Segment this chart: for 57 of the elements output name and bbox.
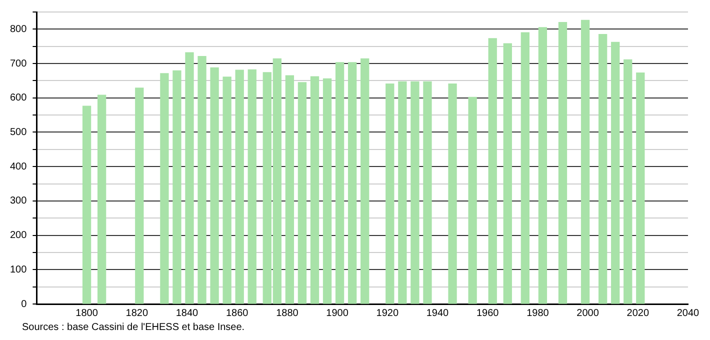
bar bbox=[580, 20, 590, 304]
bar bbox=[410, 81, 420, 304]
bar bbox=[598, 34, 608, 304]
bar bbox=[235, 70, 244, 304]
bar bbox=[322, 78, 332, 304]
y-tick-label: 600 bbox=[10, 92, 28, 104]
x-tick-label: 1840 bbox=[176, 308, 199, 319]
bar bbox=[360, 58, 370, 304]
bar bbox=[624, 59, 632, 304]
bar bbox=[468, 96, 477, 304]
bar bbox=[448, 83, 457, 304]
bar bbox=[198, 56, 206, 304]
y-tick-label: 300 bbox=[10, 196, 28, 207]
x-tick-label: 2020 bbox=[626, 308, 650, 319]
bar bbox=[348, 62, 357, 304]
bar bbox=[135, 88, 144, 304]
y-tick-label: 0 bbox=[21, 298, 28, 310]
bar bbox=[520, 32, 530, 304]
y-tick-label: 800 bbox=[10, 24, 28, 35]
bar bbox=[285, 75, 294, 304]
bar bbox=[611, 42, 620, 304]
x-tick-label: 1800 bbox=[76, 308, 98, 319]
x-tick-label: 1980 bbox=[526, 308, 550, 319]
bar bbox=[636, 72, 645, 304]
bar bbox=[538, 27, 548, 304]
bar bbox=[488, 38, 497, 304]
bar bbox=[503, 43, 512, 304]
bar bbox=[82, 106, 92, 304]
y-tick-label: 500 bbox=[10, 126, 28, 138]
bar bbox=[185, 52, 194, 304]
x-tick-label: 1880 bbox=[276, 308, 299, 319]
x-tick-label: 2000 bbox=[576, 308, 600, 319]
bar bbox=[310, 76, 320, 304]
bar bbox=[222, 76, 232, 304]
bar bbox=[248, 69, 256, 304]
bar bbox=[97, 94, 106, 304]
bar bbox=[298, 82, 307, 304]
x-tick-label: 1820 bbox=[126, 308, 148, 319]
x-tick-label: 1900 bbox=[326, 308, 349, 319]
y-tick-label: 700 bbox=[10, 58, 28, 70]
bar bbox=[335, 62, 344, 304]
x-tick-label: 1920 bbox=[376, 308, 399, 319]
x-tick-label: 1860 bbox=[226, 308, 249, 319]
x-tick-label: 1960 bbox=[476, 308, 500, 319]
bar bbox=[423, 81, 432, 304]
bar bbox=[210, 67, 219, 304]
source-note: Sources : base Cassini de l'EHESS et base Insee. bbox=[22, 322, 246, 333]
y-tick-label: 200 bbox=[10, 230, 28, 242]
bar bbox=[558, 22, 568, 304]
y-tick-label: 400 bbox=[10, 161, 28, 172]
bar bbox=[160, 73, 169, 304]
x-tick-label: 1940 bbox=[426, 308, 450, 319]
x-tick-label: 2040 bbox=[676, 308, 700, 319]
bar bbox=[398, 81, 407, 304]
y-tick-label: 100 bbox=[10, 264, 28, 276]
bar bbox=[172, 70, 182, 304]
bar bbox=[386, 83, 394, 304]
